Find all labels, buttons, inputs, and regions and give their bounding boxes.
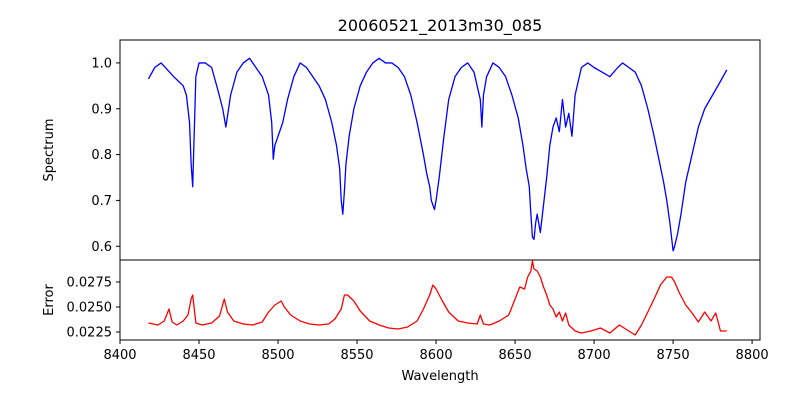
error-y-ticks: 0.0225 0.0250 0.0275 [67,276,120,341]
error-y-tick-label: 0.0275 [67,276,113,291]
spectrum-y-tick-label: 0.8 [91,148,112,163]
spectrum-y-tick-label: 0.9 [91,102,112,117]
spectrum-y-tick-label: 1.0 [91,56,112,71]
x-tick-label: 8400 [103,348,136,363]
spectrum-series-line [147,57,728,252]
spectrum-y-ticks: 0.6 0.7 0.8 0.9 1.0 [91,56,120,255]
x-ticks: 8400 8450 8500 8550 8600 8650 8700 8750 8800 [103,340,769,363]
spectrum-y-tick-label: 0.7 [91,194,112,209]
x-tick-label: 8500 [261,348,294,363]
x-tick-label: 8750 [657,348,690,363]
chart-title: 20060521_2013m30_085 [338,16,543,36]
error-plot-frame [119,259,761,341]
error-series [148,260,727,336]
x-axis-label: Wavelength [401,369,478,384]
spectrum-panel: 0.6 0.7 0.8 0.9 1.0 Spectrum [42,39,761,261]
x-tick-label: 8800 [736,348,769,363]
error-y-axis-label: Error [42,284,57,316]
spectrum-y-tick-label: 0.6 [91,240,112,255]
x-tick-label: 8650 [499,348,532,363]
error-y-tick-label: 0.0250 [67,301,113,316]
spectrum-series [147,57,728,252]
x-tick-label: 8700 [578,348,611,363]
error-y-tick-label: 0.0225 [67,326,113,341]
error-series-line [148,260,727,336]
x-tick-label: 8600 [420,348,453,363]
spectrum-plot-frame [119,39,761,261]
x-tick-label: 8450 [182,348,215,363]
spectrum-y-axis-label: Spectrum [42,119,57,182]
x-tick-label: 8550 [340,348,373,363]
